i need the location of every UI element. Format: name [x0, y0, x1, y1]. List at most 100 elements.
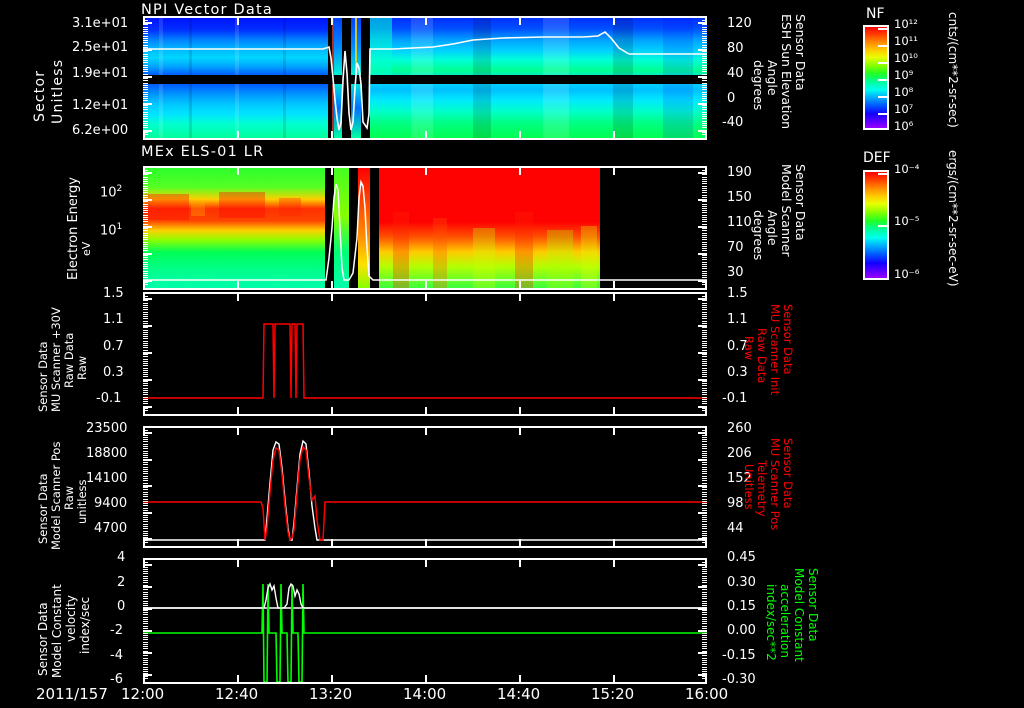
axis-minor-tick — [143, 589, 148, 591]
p4-left-line-2: Raw — [62, 485, 76, 510]
p5-right-tick-4: -0.15 — [722, 648, 756, 663]
axis-minor-tick — [702, 675, 707, 677]
xtick-bottom — [519, 131, 521, 138]
axis-minor-tick — [702, 450, 707, 452]
xtick-top — [705, 560, 707, 567]
axis-minor-tick — [143, 396, 148, 398]
axis-minor-tick — [702, 208, 707, 209]
axis-major-tick — [698, 325, 707, 327]
axis-minor-tick — [702, 248, 707, 250]
axis-minor-tick — [702, 327, 707, 329]
axis-minor-tick — [143, 452, 148, 454]
axis-minor-tick — [143, 494, 148, 495]
axis-minor-tick — [143, 443, 148, 445]
axis-minor-tick — [143, 336, 148, 338]
axis-minor-tick — [143, 228, 148, 230]
axis-minor-tick — [143, 430, 148, 431]
axis-major-tick — [698, 586, 707, 588]
axis-major-tick — [143, 485, 152, 487]
panel-npi[interactable] — [143, 16, 707, 140]
p4-right-tick-0: 260 — [727, 421, 752, 436]
axis-minor-tick — [143, 322, 148, 324]
axis-minor-tick — [702, 266, 707, 268]
panel-mu-scanner-init[interactable] — [143, 292, 707, 416]
axis-minor-tick — [702, 498, 707, 500]
axis-minor-tick — [702, 471, 707, 473]
p5-right-line-1: Model Constant — [792, 568, 806, 662]
xtick-top — [331, 168, 333, 175]
colorbar-nf-label: NF — [866, 6, 885, 22]
panel-els-right-label-line-1: Model Scanner — [779, 164, 794, 257]
axis-minor-tick — [143, 487, 148, 489]
p4-right-line-1: MU Scanner Pos — [768, 438, 782, 531]
xaxis-tick-6: 16:00 — [685, 685, 729, 703]
p5-left-line-3: index/sec — [78, 596, 92, 654]
axis-minor-tick — [702, 89, 707, 91]
axis-minor-tick — [143, 480, 148, 482]
axis-minor-tick — [143, 605, 148, 607]
axis-minor-tick — [702, 230, 707, 232]
axis-minor-tick — [702, 214, 707, 216]
axis-major-tick — [698, 280, 707, 282]
axis-minor-tick — [143, 216, 148, 218]
axis-minor-tick — [702, 257, 707, 259]
axis-minor-tick — [143, 389, 148, 391]
panel-npi-right-label-line-3: degrees — [751, 60, 766, 111]
axis-minor-tick — [143, 69, 148, 71]
xtick-top — [143, 428, 145, 435]
axis-minor-tick — [702, 340, 707, 342]
axis-minor-tick — [702, 609, 707, 611]
axis-minor-tick — [143, 675, 148, 677]
axis-minor-tick — [702, 657, 707, 659]
axis-minor-tick — [702, 243, 707, 245]
axis-minor-tick — [143, 568, 148, 570]
axis-minor-tick — [702, 446, 707, 447]
axis-minor-tick — [143, 275, 148, 277]
axis-major-tick — [698, 199, 707, 201]
axis-minor-tick — [702, 464, 707, 466]
axis-minor-tick — [143, 91, 148, 93]
colorbar-nf-tick-3: 10⁹ — [894, 68, 914, 82]
axis-minor-tick — [702, 127, 707, 129]
axis-minor-tick — [143, 478, 148, 479]
axis-minor-tick — [143, 659, 148, 661]
axis-minor-tick — [702, 392, 707, 394]
panel-model-constant-velocity[interactable] — [143, 558, 707, 684]
xtick-top — [519, 18, 521, 25]
axis-minor-tick — [702, 181, 707, 183]
panel-model-scanner-pos[interactable] — [143, 426, 707, 548]
mu-init-trace — [143, 323, 707, 399]
p5-ytick-4: -4 — [110, 648, 123, 663]
p5-ytick-5: -6 — [110, 672, 123, 687]
panel-model-scanner-pos-plot — [143, 428, 707, 546]
axis-minor-tick — [143, 641, 148, 643]
axis-minor-tick — [702, 349, 707, 351]
axis-minor-tick — [702, 407, 707, 409]
panel-els[interactable] — [143, 166, 707, 290]
axis-minor-tick — [143, 441, 148, 443]
panel-npi-right-tick-0: 120 — [727, 16, 752, 31]
p3-left-line-0: Sensor Data — [36, 341, 50, 412]
axis-minor-tick — [143, 210, 148, 212]
p3-right-line-0: Sensor Data — [781, 304, 795, 375]
p5-left-line-1: Model Constant — [50, 584, 64, 678]
axis-major-tick — [698, 674, 707, 676]
colorbar-nf[interactable] — [863, 25, 889, 130]
axis-minor-tick — [702, 277, 707, 279]
axis-minor-tick — [702, 439, 707, 441]
axis-minor-tick — [143, 24, 148, 26]
axis-minor-tick — [143, 457, 148, 459]
axis-major-tick — [143, 511, 152, 514]
panel-els-right-label-line-2: Angle — [765, 210, 780, 246]
colorbar-def-gradient — [865, 172, 887, 278]
p5-right-line-2: acceleration — [778, 584, 792, 658]
axis-minor-tick — [702, 216, 707, 218]
axis-minor-tick — [702, 641, 707, 643]
axis-minor-tick — [143, 28, 148, 30]
axis-minor-tick — [702, 338, 707, 340]
axis-minor-tick — [702, 318, 707, 320]
colorbar-def[interactable] — [863, 170, 889, 280]
axis-minor-tick — [143, 671, 148, 673]
axis-minor-tick — [143, 532, 148, 534]
axis-major-tick — [698, 608, 707, 610]
